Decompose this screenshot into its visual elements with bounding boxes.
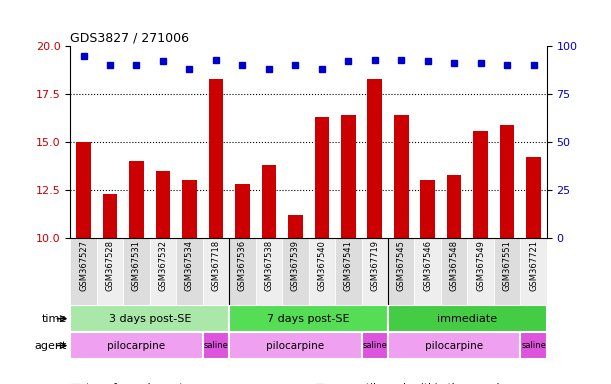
Text: GSM367719: GSM367719 bbox=[370, 240, 379, 291]
Bar bbox=[526, 157, 541, 238]
Bar bbox=[70, 238, 97, 305]
Text: GSM367531: GSM367531 bbox=[132, 240, 141, 291]
Bar bbox=[97, 238, 123, 305]
Bar bbox=[474, 131, 488, 238]
Text: saline: saline bbox=[521, 341, 546, 350]
Bar bbox=[447, 175, 461, 238]
Bar bbox=[388, 305, 547, 332]
Bar bbox=[208, 79, 223, 238]
Bar bbox=[129, 161, 144, 238]
Bar bbox=[467, 238, 494, 305]
Text: GSM367534: GSM367534 bbox=[185, 240, 194, 291]
Text: GSM367528: GSM367528 bbox=[106, 240, 114, 291]
Bar bbox=[521, 238, 547, 305]
Text: GSM367539: GSM367539 bbox=[291, 240, 300, 291]
Text: 7 days post-SE: 7 days post-SE bbox=[267, 314, 350, 324]
Bar bbox=[420, 180, 435, 238]
Bar bbox=[150, 238, 176, 305]
Bar bbox=[494, 238, 521, 305]
Text: ■: ■ bbox=[70, 383, 81, 384]
Text: saline: saline bbox=[362, 341, 387, 350]
Text: ■: ■ bbox=[315, 383, 325, 384]
Bar bbox=[103, 194, 117, 238]
Text: pilocarpine: pilocarpine bbox=[108, 341, 166, 351]
Text: GSM367721: GSM367721 bbox=[529, 240, 538, 291]
Text: GSM367536: GSM367536 bbox=[238, 240, 247, 291]
Text: GSM367546: GSM367546 bbox=[423, 240, 432, 291]
Bar bbox=[76, 142, 91, 238]
Text: GSM367540: GSM367540 bbox=[317, 240, 326, 291]
Bar bbox=[394, 115, 409, 238]
Text: time: time bbox=[42, 314, 67, 324]
Bar bbox=[255, 238, 282, 305]
Bar bbox=[315, 117, 329, 238]
Text: pilocarpine: pilocarpine bbox=[266, 341, 324, 351]
Bar bbox=[341, 115, 356, 238]
Text: GDS3827 / 271006: GDS3827 / 271006 bbox=[70, 31, 189, 44]
Bar bbox=[388, 332, 521, 359]
Bar bbox=[229, 305, 388, 332]
Bar bbox=[262, 165, 276, 238]
Bar bbox=[203, 332, 229, 359]
Bar bbox=[362, 332, 388, 359]
Bar bbox=[521, 332, 547, 359]
Bar bbox=[70, 332, 203, 359]
Bar bbox=[388, 238, 414, 305]
Bar bbox=[288, 215, 302, 238]
Text: pilocarpine: pilocarpine bbox=[425, 341, 483, 351]
Text: GSM367545: GSM367545 bbox=[397, 240, 406, 291]
Bar bbox=[156, 171, 170, 238]
Bar bbox=[182, 180, 197, 238]
Bar bbox=[309, 238, 335, 305]
Bar bbox=[176, 238, 203, 305]
Text: saline: saline bbox=[203, 341, 229, 350]
Bar bbox=[441, 238, 467, 305]
Text: transformed count: transformed count bbox=[86, 383, 183, 384]
Bar bbox=[335, 238, 362, 305]
Bar bbox=[414, 238, 441, 305]
Text: GSM367538: GSM367538 bbox=[265, 240, 273, 291]
Text: 3 days post-SE: 3 days post-SE bbox=[109, 314, 191, 324]
Text: agent: agent bbox=[35, 341, 67, 351]
Bar bbox=[362, 238, 388, 305]
Bar bbox=[367, 79, 382, 238]
Bar bbox=[70, 305, 229, 332]
Text: immediate: immediate bbox=[437, 314, 497, 324]
Text: GSM367527: GSM367527 bbox=[79, 240, 88, 291]
Bar bbox=[235, 184, 250, 238]
Bar bbox=[203, 238, 229, 305]
Text: percentile rank within the sample: percentile rank within the sample bbox=[330, 383, 506, 384]
Text: GSM367548: GSM367548 bbox=[450, 240, 459, 291]
Text: GSM367532: GSM367532 bbox=[158, 240, 167, 291]
Text: GSM367549: GSM367549 bbox=[476, 240, 485, 291]
Bar bbox=[123, 238, 150, 305]
Bar bbox=[229, 238, 255, 305]
Text: GSM367541: GSM367541 bbox=[344, 240, 353, 291]
Text: GSM367718: GSM367718 bbox=[211, 240, 221, 291]
Text: GSM367551: GSM367551 bbox=[503, 240, 511, 291]
Bar bbox=[229, 332, 362, 359]
Bar bbox=[500, 125, 514, 238]
Bar bbox=[282, 238, 309, 305]
